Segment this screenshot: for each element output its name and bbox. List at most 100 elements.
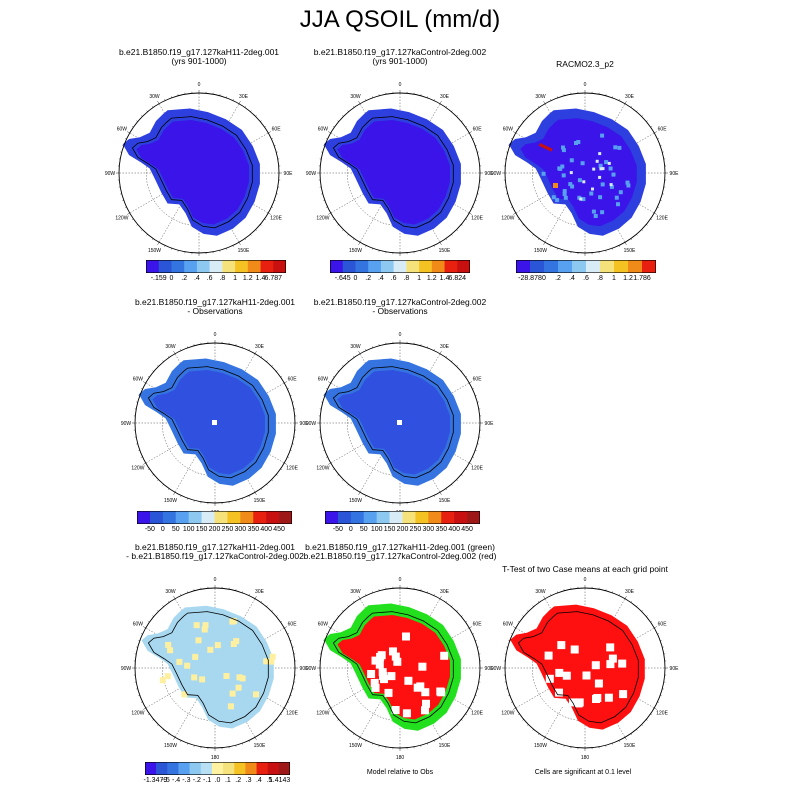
colorbar-swatch xyxy=(167,762,179,775)
longitude-label: 150E xyxy=(439,498,451,504)
longitude-label: 90E xyxy=(300,666,310,672)
longitude-label: 60E xyxy=(658,622,668,628)
colorbar-swatch xyxy=(189,762,202,775)
antarctica-shape xyxy=(520,118,637,227)
longitude-label: 90E xyxy=(670,666,680,672)
colorbar-label: 450 xyxy=(273,526,285,533)
longitude-label: 60W xyxy=(117,127,128,133)
colorbar-swatch xyxy=(201,511,215,524)
colorbar-label: 450 xyxy=(461,526,473,533)
longitude-label: 0 xyxy=(584,82,587,88)
colorbar-label: .2 xyxy=(555,275,561,282)
antarctica-shape xyxy=(136,120,249,225)
longitude-label: 30W xyxy=(165,589,176,595)
longitude-label: 120E xyxy=(270,216,282,222)
colorbar-swatches xyxy=(325,511,481,524)
longitude-label: 60W xyxy=(503,127,514,133)
colorbar-swatch xyxy=(214,511,228,524)
longitude-label: 120W xyxy=(501,216,514,222)
colorbar-label: 0 xyxy=(169,275,174,282)
colorbar-label: 1.4 xyxy=(255,275,266,282)
colorbar-swatch xyxy=(586,260,601,273)
colorbar-swatch xyxy=(393,260,407,273)
colorbar-swatch xyxy=(642,260,657,273)
colorbar-swatch xyxy=(178,762,190,775)
colorbar-swatch xyxy=(278,762,291,775)
colorbar-swatch xyxy=(419,260,433,273)
longitude-label: 30W xyxy=(149,94,160,100)
colorbar-swatch xyxy=(325,511,339,524)
longitude-label: 30W xyxy=(350,94,361,100)
longitude-label: 120E xyxy=(656,216,668,222)
colorbar-label: -50 xyxy=(332,526,343,533)
colorbar-swatch xyxy=(572,260,587,273)
colorbar-swatches xyxy=(516,260,657,273)
longitude-label: 30E xyxy=(239,94,249,100)
colorbar-swatch xyxy=(516,260,531,273)
colorbar-h11: -.159 0 .2 .4 .6 .8 1 1.2 1.4 6.787 xyxy=(146,260,287,288)
colorbar-swatch xyxy=(184,260,198,273)
colorbar-swatch xyxy=(200,762,213,775)
colorbar-swatch xyxy=(279,511,293,524)
colorbar-label: .2 xyxy=(365,275,372,282)
colorbar-swatch xyxy=(234,762,246,775)
longitude-label: 60E xyxy=(272,127,282,133)
colorbar-label: .5 xyxy=(266,777,273,784)
colorbar-swatch xyxy=(389,511,403,524)
longitude-label: 150W xyxy=(349,248,362,254)
longitude-label: 30W xyxy=(535,94,546,100)
colorbar-label: 150 xyxy=(383,526,396,533)
longitude-label: 120E xyxy=(286,711,298,717)
colorbar-label: .3 xyxy=(245,777,252,784)
longitude-label: 60E xyxy=(473,622,483,628)
colorbar-label: 0 xyxy=(353,275,358,282)
panel-title: b.e21.B1850.f19_g17.127kaControl-2deg.00… xyxy=(313,297,487,316)
longitude-label: 150E xyxy=(254,743,266,749)
colorbar-label: -.5 xyxy=(161,777,170,784)
longitude-label: 120W xyxy=(316,711,329,717)
longitude-label: 0 xyxy=(198,82,201,88)
colorbar-swatch xyxy=(247,260,261,273)
significance-note: Cells are significant at 0.1 level xyxy=(534,769,632,776)
colorbar-label: 250 xyxy=(409,526,422,533)
map-panel-racmo: RACMO2.3_p2 030E60E90E120E150E180150W120… xyxy=(460,48,710,298)
colorbar-label: .4 xyxy=(377,275,384,282)
longitude-label: 150E xyxy=(624,248,636,254)
colorbar-label: .6 xyxy=(583,275,589,282)
colorbar-swatch xyxy=(256,762,268,775)
longitude-label: 90W xyxy=(306,421,317,427)
colorbar-swatch xyxy=(342,260,356,273)
colorbar-label: 1.2 xyxy=(623,275,633,282)
colorbar-label: .6 xyxy=(206,275,213,282)
colorbar-label: .6 xyxy=(390,275,397,282)
colorbar-label: -50 xyxy=(144,526,155,533)
longitude-label: 90E xyxy=(485,171,495,177)
longitude-label: 60W xyxy=(503,622,514,628)
colorbar-swatch xyxy=(145,762,157,775)
colorbar-label: 400 xyxy=(448,526,461,533)
longitude-label: 120W xyxy=(316,466,329,472)
colorbar-swatch xyxy=(267,762,280,775)
longitude-label: 30E xyxy=(255,589,265,595)
colorbar-label: 1.786 xyxy=(633,275,651,282)
colorbar-swatch xyxy=(457,260,471,273)
longitude-label: 150W xyxy=(349,743,362,749)
antarctica-shape xyxy=(337,370,450,475)
colorbar-swatch xyxy=(614,260,629,273)
colorbar-swatch xyxy=(223,762,235,775)
panel-title: b.e21.B1850.f19_g17.127kaControl-2deg.00… xyxy=(313,47,487,66)
colorbar-label: .8 xyxy=(219,275,226,282)
longitude-label: 0 xyxy=(399,82,402,88)
longitude-label: 30E xyxy=(440,94,450,100)
antarctica-shape xyxy=(337,120,450,225)
figure-title: JJA QSOIL (mm/d) xyxy=(299,6,501,33)
colorbar-swatch xyxy=(240,511,254,524)
colorbar-label: 300 xyxy=(234,526,247,533)
longitude-label: 60W xyxy=(133,622,144,628)
longitude-label: 30E xyxy=(625,589,635,595)
colorbar-h11-obs: -50 0 50 100 150 200 250 300 350 400 450 xyxy=(137,511,293,539)
longitude-label: 150E xyxy=(624,743,636,749)
colorbar-swatch xyxy=(245,762,257,775)
